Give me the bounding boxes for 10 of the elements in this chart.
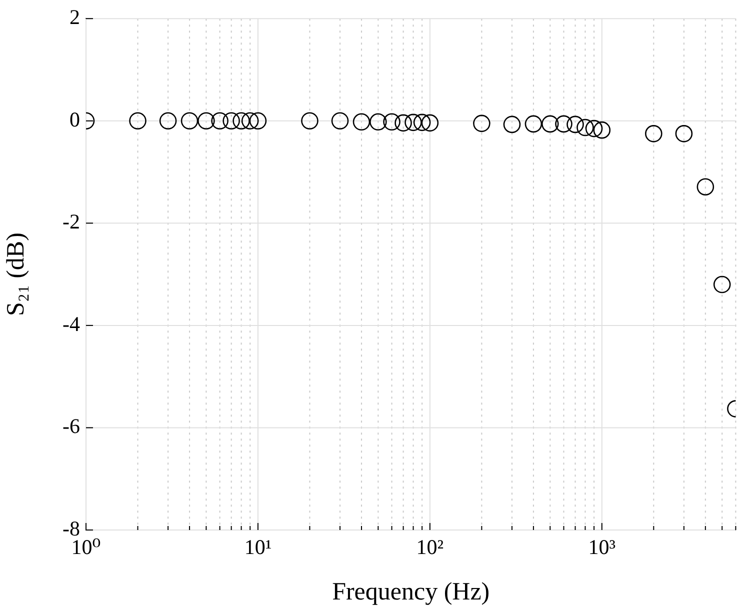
y-axis-title: S₂₁ (dB)	[2, 232, 30, 316]
x-tick-label: 10¹	[244, 535, 272, 560]
y-tick-label: -6	[62, 414, 80, 438]
y-tick-label: 2	[70, 5, 80, 30]
y-tick-label: -2	[62, 210, 80, 234]
y-tick-label: -4	[62, 312, 80, 336]
x-tick-label: 10³	[588, 535, 616, 560]
x-axis-title: Frequency (Hz)	[332, 578, 490, 606]
x-tick-label: 10²	[416, 535, 444, 560]
y-tick-label: 0	[70, 107, 80, 132]
